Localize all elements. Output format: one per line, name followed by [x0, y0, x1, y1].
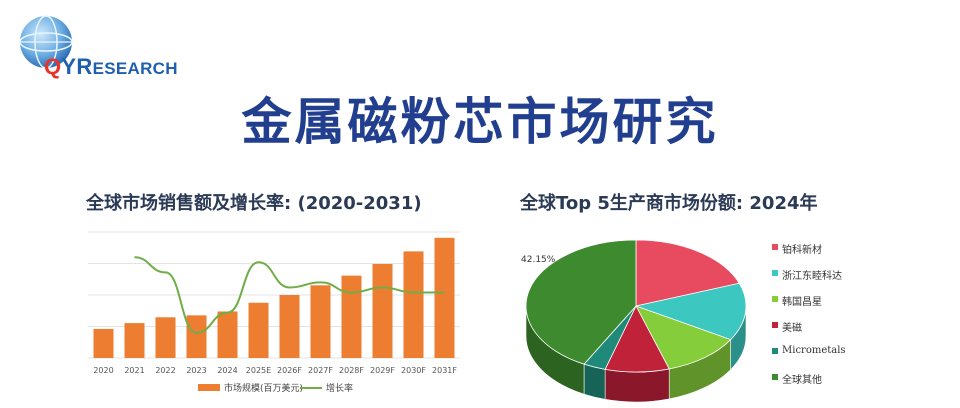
legend-swatch — [772, 348, 778, 354]
pie-slice-韩国昌星 — [635, 305, 732, 370]
x-tick-label: 2029F — [370, 366, 395, 375]
legend-label: 铂科新材 — [782, 245, 822, 256]
bar-2030F — [403, 251, 424, 358]
bar-2020 — [93, 328, 114, 358]
legend-label: 韩国昌星 — [782, 297, 822, 308]
x-tick-label: 2027F — [308, 366, 333, 375]
legend-label: 全球其他 — [782, 375, 822, 386]
growth-rate-line — [134, 256, 445, 334]
bar-2028F — [341, 275, 362, 358]
x-tick-label: 2028F — [339, 366, 364, 375]
legend-swatch-bar — [198, 384, 220, 391]
bar-chart-title: 全球市场销售额及增长率: (2020-2031) — [86, 193, 422, 214]
legend-swatch — [772, 270, 778, 276]
globe-icon — [19, 15, 73, 69]
pie-chart-title: 全球Top 5生产商市场份额: 2024年 — [520, 193, 818, 214]
legend-swatch — [772, 374, 778, 380]
legend-swatch — [772, 322, 778, 328]
bar-2024 — [217, 311, 238, 358]
bar-2021 — [124, 323, 145, 358]
legend-label: 浙江东睦科达 — [782, 271, 842, 282]
qyresearch-logo: QYRESEARCH — [14, 12, 178, 79]
pie-side-Micrometals — [583, 363, 606, 400]
legend-swatch — [772, 296, 778, 302]
pie-slice-全球其他 — [525, 239, 637, 365]
legend-label-line: 增长率 — [326, 382, 353, 394]
bar-2027F — [310, 285, 331, 358]
legend-label-bar: 市场规模(百万美元) — [224, 382, 303, 394]
x-tick-label: 2024 — [217, 366, 237, 375]
pie-slice-浙江东睦科达 — [634, 282, 747, 341]
bar-2023 — [186, 315, 207, 358]
logo-text: QYRESEARCH — [44, 54, 178, 79]
x-tick-label: 2031F — [432, 366, 457, 375]
pie-slice-铂科新材 — [635, 239, 740, 307]
x-tick-label: 2030F — [401, 366, 426, 375]
bar-2022 — [155, 317, 176, 358]
legend-label: Micrometals — [782, 345, 846, 356]
x-tick-label: 2026F — [277, 366, 302, 375]
x-tick-label: 2025E — [246, 366, 271, 375]
x-tick-label: 2020 — [93, 366, 113, 375]
legend-swatch — [772, 244, 778, 250]
page-title: 金属磁粉芯市场研究 — [241, 93, 719, 151]
x-tick-label: 2023 — [186, 366, 206, 375]
bar-2025E — [248, 302, 269, 358]
bar-2026F — [279, 295, 300, 358]
pie-side-美磁 — [604, 368, 670, 403]
x-tick-label: 2022 — [155, 366, 175, 375]
x-tick-label: 2021 — [124, 366, 144, 375]
legend-label: 美磁 — [782, 323, 802, 334]
pie-data-label: 42.15% — [521, 255, 556, 265]
bar-2031F — [434, 237, 455, 358]
